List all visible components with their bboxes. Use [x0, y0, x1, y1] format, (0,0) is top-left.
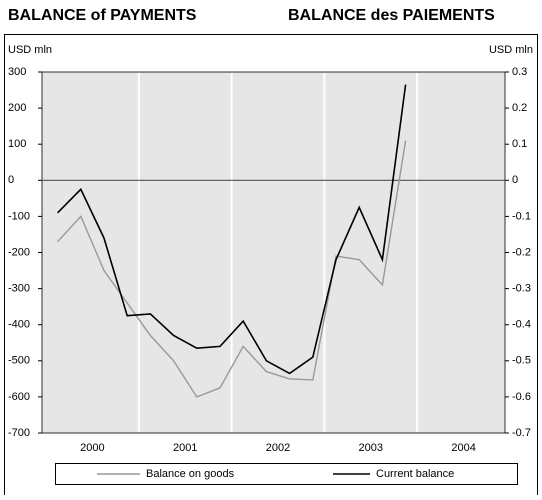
y-tick-label: -700	[8, 427, 30, 439]
y-tick-label: -100	[8, 210, 30, 222]
y2-tick-label: -0.6	[512, 391, 531, 403]
x-tick-label: 2003	[359, 442, 383, 454]
y-tick-label: -400	[8, 319, 30, 331]
y2-tick-label: -0.5	[512, 355, 531, 367]
y2-tick-label: 0	[512, 174, 518, 186]
y-tick-label: 100	[8, 138, 26, 150]
y-tick-label: -300	[8, 283, 30, 295]
frame	[4, 34, 538, 500]
x-tick-label: 2001	[173, 442, 197, 454]
series-line	[57, 140, 407, 398]
x-tick-label: 2004	[451, 442, 475, 454]
y-unit: USD mln	[8, 44, 52, 56]
series-line	[57, 84, 407, 375]
y2-tick-label: -0.3	[512, 283, 531, 295]
y2-tick-label: 0.1	[512, 138, 527, 150]
y-tick-label: -600	[8, 391, 30, 403]
y2-tick-label: -0.7	[512, 427, 531, 439]
plot-area	[41, 71, 506, 434]
y2-tick-label: -0.2	[512, 246, 531, 258]
y2-unit: USD mln	[489, 44, 533, 56]
legend	[55, 463, 518, 485]
y-tick-label: -200	[8, 246, 30, 258]
y2-tick-label: -0.4	[512, 319, 531, 331]
y2-tick-label: 0.2	[512, 102, 527, 114]
y-tick-label: -500	[8, 355, 30, 367]
chart-title-right: BALANCE des PAIEMENTS	[288, 7, 495, 24]
y2-tick-label: -0.1	[512, 210, 531, 222]
y-tick-label: 0	[8, 174, 14, 186]
chart-title: BALANCE of PAYMENTS	[8, 7, 197, 24]
y2-tick-label: 0.3	[512, 66, 527, 78]
y-tick-label: 300	[8, 66, 26, 78]
y-tick-label: 200	[8, 102, 26, 114]
legend-label: Current balance	[376, 468, 454, 480]
legend-label: Balance on goods	[146, 468, 235, 480]
x-tick-label: 2002	[266, 442, 290, 454]
x-tick-label: 2000	[80, 442, 104, 454]
